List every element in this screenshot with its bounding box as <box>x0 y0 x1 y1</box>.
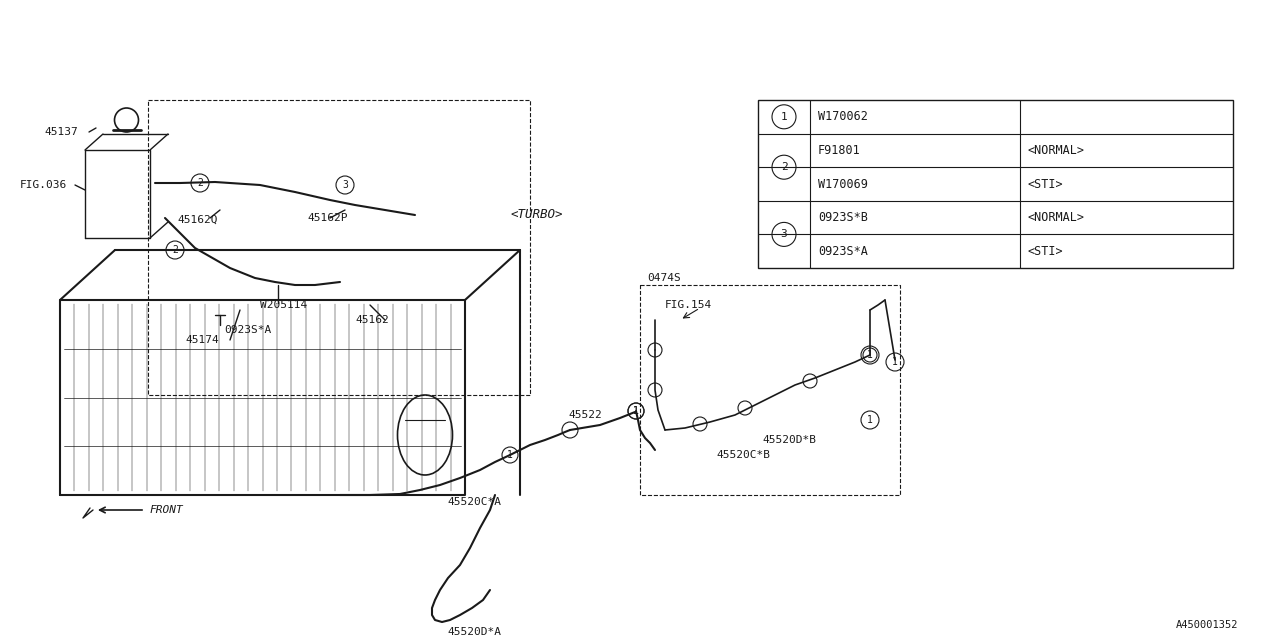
Text: W205114: W205114 <box>260 300 307 310</box>
Text: 45520C*B: 45520C*B <box>716 450 771 460</box>
Text: 1: 1 <box>781 112 787 122</box>
Text: 2: 2 <box>172 245 178 255</box>
Text: 45520D*B: 45520D*B <box>762 435 817 445</box>
Text: 45520C*A: 45520C*A <box>447 497 500 507</box>
Text: 0923S*B: 0923S*B <box>818 211 868 224</box>
Text: FRONT: FRONT <box>148 505 183 515</box>
Text: F91801: F91801 <box>818 144 860 157</box>
Text: 1: 1 <box>892 357 899 367</box>
Text: A450001352: A450001352 <box>1175 620 1238 630</box>
Text: 0474S: 0474S <box>646 273 681 283</box>
Text: <TURBO>: <TURBO> <box>509 209 562 221</box>
Text: 45162Q: 45162Q <box>177 215 218 225</box>
Text: <STI>: <STI> <box>1028 177 1064 191</box>
Text: 1: 1 <box>867 415 873 425</box>
Text: 0923S*A: 0923S*A <box>224 325 271 335</box>
Text: 3: 3 <box>342 180 348 190</box>
Text: W170062: W170062 <box>818 110 868 124</box>
Text: <NORMAL>: <NORMAL> <box>1028 211 1085 224</box>
Text: <NORMAL>: <NORMAL> <box>1028 144 1085 157</box>
Text: FIG.036: FIG.036 <box>20 180 68 190</box>
Text: 0923S*A: 0923S*A <box>818 244 868 258</box>
Text: 1: 1 <box>507 450 513 460</box>
Text: 1: 1 <box>634 406 639 416</box>
Text: 1: 1 <box>867 350 873 360</box>
Text: 2: 2 <box>781 162 787 172</box>
Text: 3: 3 <box>781 229 787 239</box>
Text: 45162P: 45162P <box>307 213 347 223</box>
Text: 45174: 45174 <box>186 335 219 345</box>
Text: 1: 1 <box>634 406 639 416</box>
Text: 45520D*A: 45520D*A <box>447 627 500 637</box>
Text: 45137: 45137 <box>44 127 78 137</box>
Text: <STI>: <STI> <box>1028 244 1064 258</box>
Text: W170069: W170069 <box>818 177 868 191</box>
Text: 2: 2 <box>197 178 204 188</box>
Bar <box>758 100 1233 268</box>
Text: 45522: 45522 <box>568 410 602 420</box>
Text: FIG.154: FIG.154 <box>666 300 712 310</box>
Text: 45162: 45162 <box>355 315 389 325</box>
